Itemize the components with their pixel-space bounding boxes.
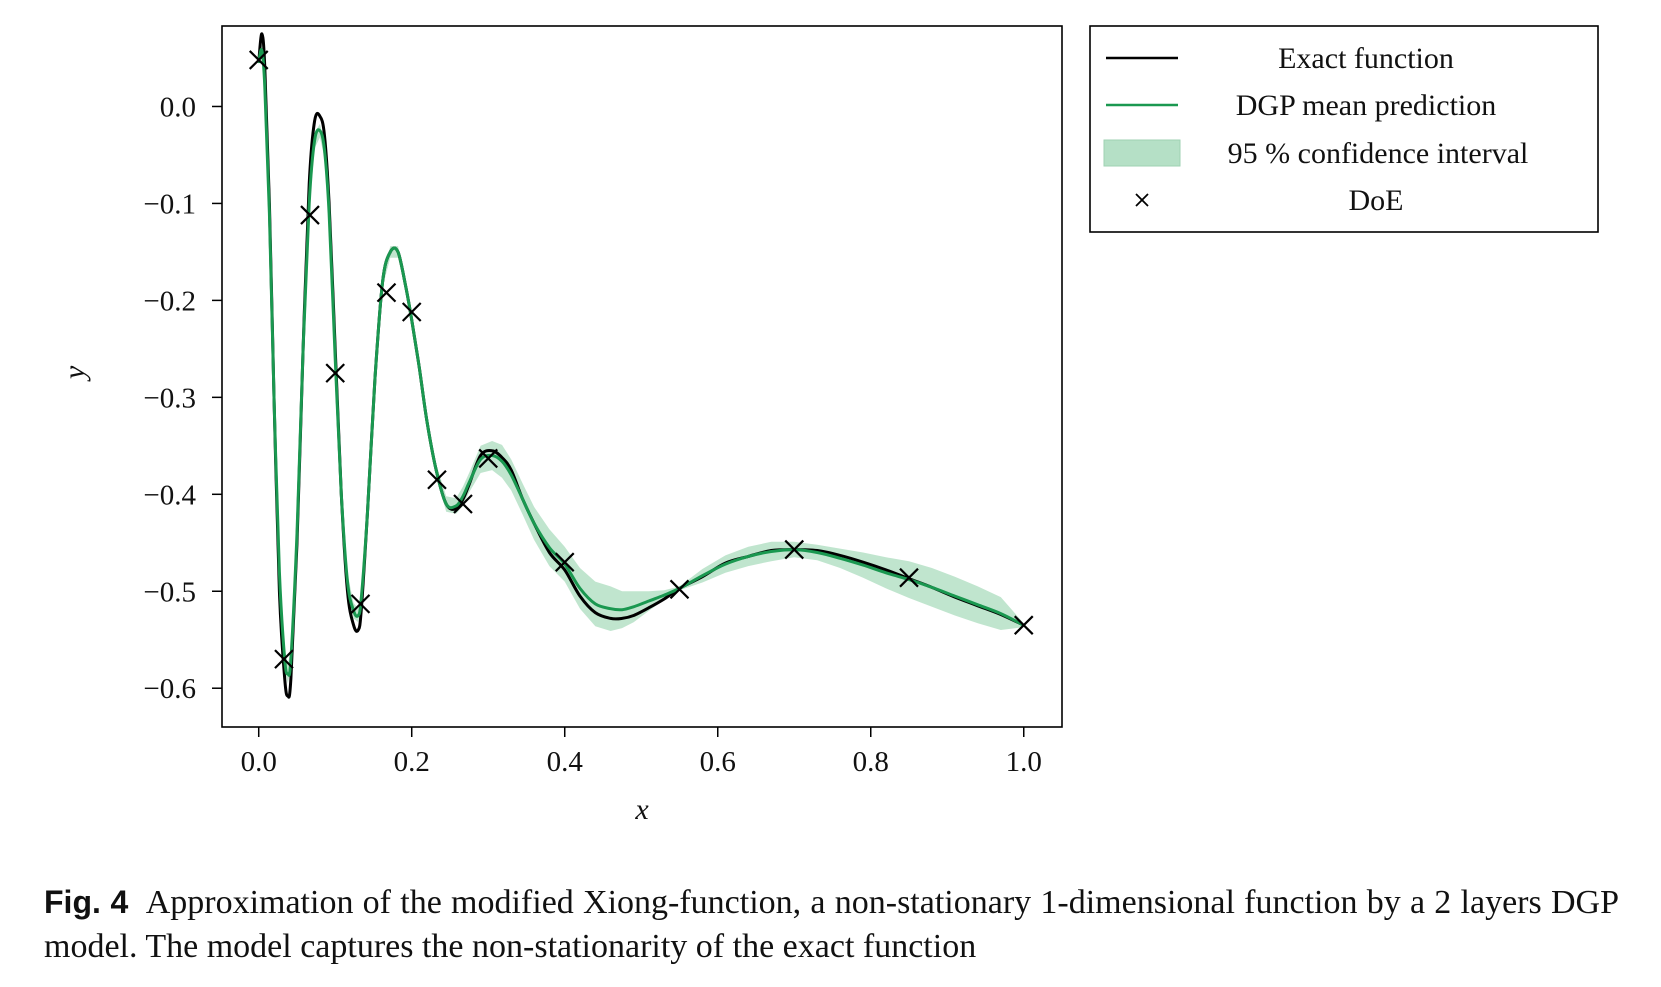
doe-point <box>899 567 919 588</box>
doe-marker-stroke <box>427 469 447 490</box>
doe-marker-stroke <box>376 282 397 303</box>
plot-content <box>257 32 1025 699</box>
y-axis-label: y <box>58 365 91 382</box>
doe-marker-stroke <box>1013 615 1034 635</box>
legend-label: DGP mean prediction <box>1236 89 1497 122</box>
y-tick-label: −0.4 <box>143 479 196 511</box>
doe-marker-stroke <box>453 494 473 514</box>
confidence-band <box>258 44 1024 684</box>
doe-point <box>669 579 690 600</box>
chart: 0.0 0.2 0.4 0.6 0.8 1.0 0.0 −0.1 −0.2 −0.3 −0.4 −0.… <box>58 25 1599 826</box>
doe-marker-stroke <box>669 579 690 600</box>
x-tick-label: 0.8 <box>853 746 889 778</box>
doe-point <box>784 539 805 560</box>
y-tick-label: −0.1 <box>143 188 196 220</box>
legend-label: DoE <box>1349 184 1404 217</box>
doe-point <box>274 649 294 669</box>
figure-caption: Fig. 4 Approximation of the modified Xio… <box>44 880 1619 969</box>
dgp-mean-line <box>257 48 1025 677</box>
y-tick-label: −0.5 <box>143 576 196 608</box>
x-tick-label: 0.2 <box>394 746 430 778</box>
legend-box <box>1089 25 1599 233</box>
legend: Exact function DGP mean prediction 95 % co… <box>1089 25 1599 233</box>
doe-point <box>300 205 320 225</box>
doe-marker-stroke <box>478 448 499 469</box>
doe-point <box>401 302 422 322</box>
legend-label: Exact function <box>1278 42 1454 75</box>
x-tick-label: 0.4 <box>547 746 584 778</box>
x-tick-label: 1.0 <box>1006 746 1042 778</box>
doe-marker-stroke <box>899 567 919 588</box>
doe-point <box>453 494 473 514</box>
doe-point <box>325 363 346 383</box>
doe-point <box>376 282 397 303</box>
doe-marker-stroke <box>300 205 320 225</box>
doe-marker-stroke <box>350 594 371 614</box>
legend-swatch-band <box>1103 139 1181 167</box>
y-tick-label: −0.6 <box>143 673 196 705</box>
axes: 0.0 0.2 0.4 0.6 0.8 1.0 0.0 −0.1 −0.2 −0.3 −0.4 −0.… <box>58 25 1063 826</box>
y-tick-label: −0.2 <box>143 285 196 317</box>
doe-point <box>427 469 447 490</box>
doe-point <box>554 552 575 572</box>
doe-point <box>478 448 499 469</box>
x-tick-label: 0.0 <box>241 746 277 778</box>
doe-point <box>1013 615 1034 635</box>
x-tick-label: 0.6 <box>700 746 736 778</box>
y-tick-label: −0.3 <box>143 382 196 414</box>
x-axis-label: x <box>634 793 649 826</box>
doe-marker-stroke <box>274 649 294 669</box>
doe-marker-stroke <box>554 552 575 572</box>
legend-label: 95 % confidence interval <box>1228 137 1529 170</box>
doe-point <box>248 50 269 70</box>
y-tick-label: 0.0 <box>160 91 196 123</box>
caption-text: Approximation of the modified Xiong-func… <box>44 884 1620 965</box>
doe-marker-stroke <box>325 363 346 383</box>
doe-marker-stroke <box>784 539 805 560</box>
figure-label: Fig. 4 <box>44 884 129 920</box>
plot-area <box>248 32 1034 699</box>
doe-point <box>350 594 371 614</box>
doe-marker-stroke <box>401 302 422 322</box>
plot-frame <box>221 25 1063 728</box>
legend-swatch-doe <box>1135 193 1149 207</box>
doe-marker-stroke <box>248 50 269 70</box>
